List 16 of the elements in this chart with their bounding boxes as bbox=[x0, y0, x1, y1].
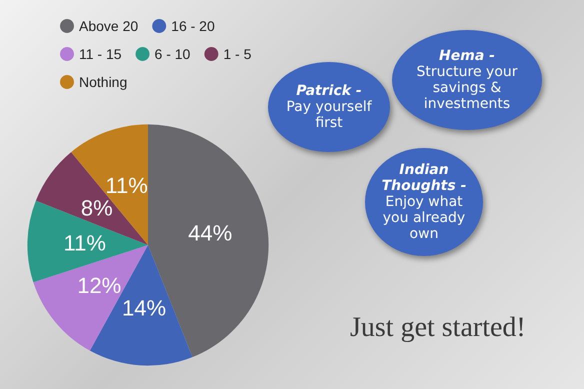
data-label: 11% bbox=[105, 172, 148, 198]
legend-label: 6 - 10 bbox=[154, 46, 191, 62]
legend-label: Above 20 bbox=[79, 18, 138, 34]
speech-bubble: Patrick - Pay yourself first bbox=[268, 62, 390, 152]
data-label: 14% bbox=[122, 296, 166, 321]
legend-label: 1 - 5 bbox=[223, 46, 252, 62]
speech-bubble: Indian Thoughts - Enjoy what you already own bbox=[365, 148, 483, 256]
data-label: 8% bbox=[80, 195, 113, 220]
legend-label: Nothing bbox=[79, 74, 128, 90]
data-label: 11% bbox=[64, 230, 106, 256]
speech-bubble: Hema - Structure your savings & investments bbox=[392, 30, 542, 130]
data-label: 12% bbox=[77, 272, 122, 298]
text: Just get started! bbox=[350, 312, 526, 344]
legend-label: 16 - 20 bbox=[171, 18, 215, 34]
data-label: 44% bbox=[188, 220, 232, 246]
legend-label: 11 - 15 bbox=[79, 46, 122, 62]
